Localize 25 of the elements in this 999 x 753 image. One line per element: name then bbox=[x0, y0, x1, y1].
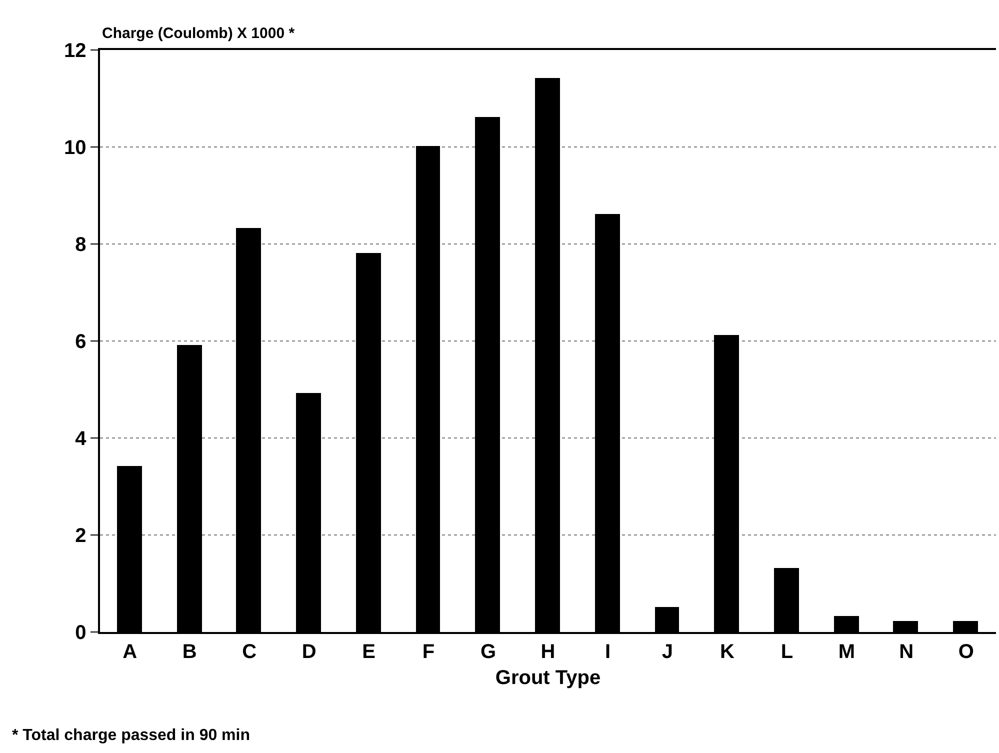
x-tick-label: C bbox=[242, 640, 257, 663]
x-tick-label: D bbox=[302, 640, 316, 663]
text: * Total charge passed in 90 min bbox=[12, 727, 250, 744]
y-tick-label: 12 bbox=[64, 40, 86, 62]
x-tick-label: E bbox=[362, 640, 376, 663]
x-tick-label: B bbox=[182, 640, 197, 663]
x-axis-title: Grout Type bbox=[495, 666, 601, 689]
x-tick-label: L bbox=[780, 640, 794, 663]
y-tick-label: 6 bbox=[75, 331, 86, 353]
y-tick-label: 4 bbox=[75, 428, 88, 450]
y-tick-label: 10 bbox=[64, 137, 86, 159]
x-tick-label: K bbox=[720, 640, 735, 663]
x-tick-label: O bbox=[958, 640, 974, 663]
x-tick-label: F bbox=[422, 640, 435, 663]
x-tick-label: A bbox=[122, 640, 138, 663]
x-tick-label: M bbox=[838, 640, 856, 663]
x-tick-label: I bbox=[604, 640, 611, 663]
y-tick-label: 2 bbox=[75, 525, 86, 547]
x-tick-label: G bbox=[480, 640, 496, 663]
y-tick-label: 0 bbox=[75, 622, 86, 644]
y-tick-label: 8 bbox=[75, 234, 86, 256]
x-tick-label: N bbox=[899, 640, 914, 663]
x-tick-label: H bbox=[540, 640, 556, 663]
x-tick-label: J bbox=[662, 640, 674, 663]
y-axis-title: Charge (Coulomb) X 1000 * bbox=[102, 25, 295, 42]
